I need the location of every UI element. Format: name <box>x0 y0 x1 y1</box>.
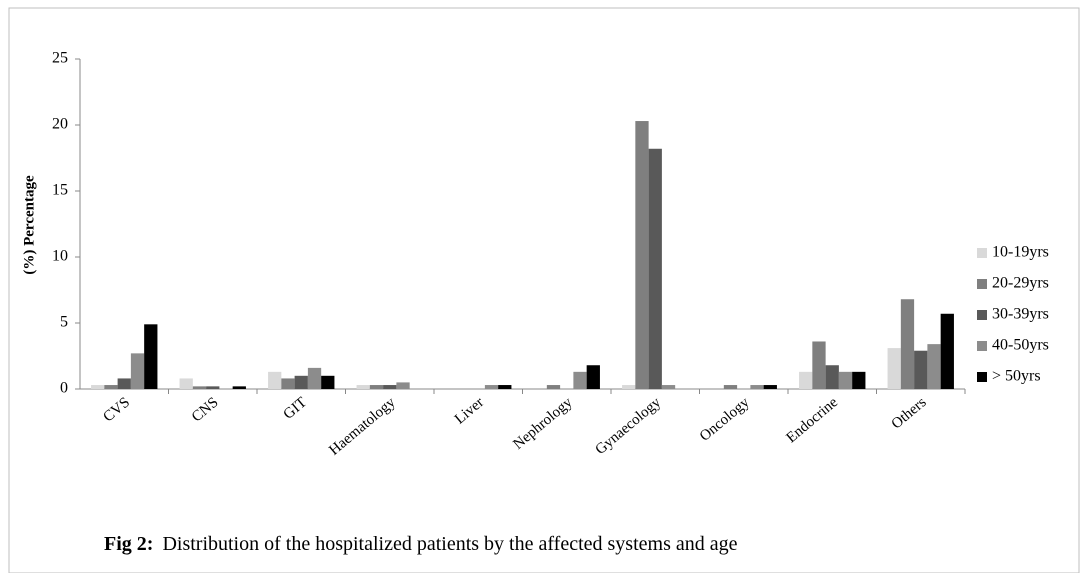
legend-label: > 50yrs <box>992 368 1041 385</box>
bar <box>179 378 193 389</box>
bar <box>356 385 370 389</box>
y-tick-label: 5 <box>60 314 68 331</box>
x-tick-label: Endocrine <box>784 394 842 446</box>
legend-label: 40-50yrs <box>992 337 1049 354</box>
legend-label: 30-39yrs <box>992 306 1049 323</box>
legend-swatch <box>977 279 987 289</box>
bar <box>799 371 813 389</box>
legend-swatch <box>977 248 987 258</box>
bar <box>192 386 207 389</box>
x-tick-label: Oncology <box>697 394 753 445</box>
bar <box>117 378 131 389</box>
bar <box>635 121 649 389</box>
bar <box>546 385 561 389</box>
bar <box>661 385 676 389</box>
bar <box>852 371 866 389</box>
bar <box>383 385 397 389</box>
bar <box>586 365 600 389</box>
bar <box>763 385 777 389</box>
frame <box>8 7 1080 573</box>
bar <box>268 371 282 389</box>
bar <box>825 365 839 389</box>
legend-label: 10-19yrs <box>992 244 1049 261</box>
y-tick-label: 25 <box>52 50 68 67</box>
y-tick-label: 0 <box>60 380 68 397</box>
y-tick-label: 20 <box>52 116 68 133</box>
legend-swatch <box>977 372 987 382</box>
x-tick-label: Haematology <box>326 394 399 459</box>
x-tick-label: GIT <box>281 394 310 422</box>
bar <box>144 324 158 389</box>
legend-label: 20-29yrs <box>992 275 1049 292</box>
bar <box>369 385 384 389</box>
bar <box>573 371 587 389</box>
caption: Fig 2: Distribution of the hospitalized … <box>104 533 738 555</box>
y-axis-title: (%) Percentage <box>21 175 37 275</box>
bar <box>838 371 853 389</box>
x-tick-label: Gynaecology <box>592 394 664 458</box>
bar <box>887 348 901 389</box>
legend-swatch <box>977 310 987 320</box>
bar <box>307 367 322 389</box>
bar <box>396 382 410 389</box>
bar <box>130 353 145 389</box>
caption-text: Distribution of the hospitalized patient… <box>162 533 737 555</box>
bar <box>498 385 512 389</box>
legend-swatch <box>977 341 987 351</box>
bar <box>812 341 826 389</box>
bar <box>206 386 220 389</box>
bar <box>91 385 105 389</box>
bar <box>900 299 915 389</box>
bar <box>321 375 335 389</box>
y-tick-label: 15 <box>52 182 68 199</box>
bar <box>927 344 941 389</box>
bar <box>940 313 954 389</box>
bar <box>750 385 764 389</box>
bar <box>648 148 662 389</box>
bar <box>104 385 118 389</box>
y-tick-label: 10 <box>52 248 68 265</box>
bar <box>232 386 246 389</box>
bar <box>723 385 738 389</box>
caption-label: Fig 2: <box>104 533 153 555</box>
x-tick-label: Liver <box>452 394 487 427</box>
bar <box>622 385 636 389</box>
x-tick-label: CVS <box>100 394 133 425</box>
x-tick-label: Others <box>889 394 930 432</box>
bar <box>484 385 499 389</box>
bar <box>914 350 928 389</box>
x-tick-label: CNS <box>189 394 222 425</box>
x-tick-label: Nephrology <box>510 394 576 453</box>
bar <box>281 378 295 389</box>
bar <box>294 375 308 389</box>
